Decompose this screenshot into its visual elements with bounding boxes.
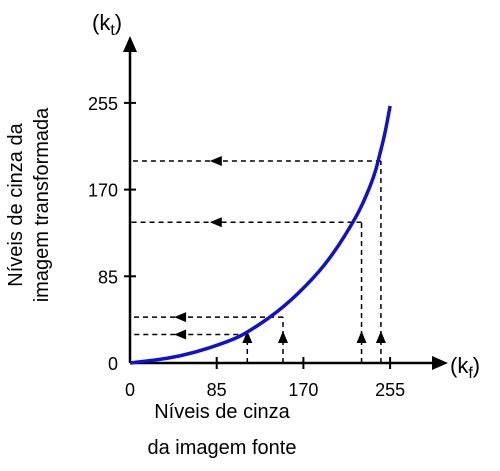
left-arrow-icon xyxy=(209,217,222,228)
y-ticks: 0 85 170 255 xyxy=(88,94,136,374)
mapping-guides xyxy=(130,156,386,363)
left-arrow-icon xyxy=(174,312,187,323)
y-axis-title-line2: imagem transformada xyxy=(31,107,53,302)
y-axis-arrow-icon xyxy=(123,36,137,52)
y-axis-title-line1: Níveis de cinza da xyxy=(5,122,27,286)
y-tick-label: 85 xyxy=(98,267,118,287)
x-axis-title-line1: Níveis de cinza xyxy=(154,401,290,423)
y-axis-symbol: (kt) xyxy=(92,10,122,39)
up-arrow-icon xyxy=(278,331,288,343)
left-arrow-icon xyxy=(209,156,222,167)
x-tick-label: 170 xyxy=(288,380,318,400)
svg-text:(kf): (kf) xyxy=(450,353,480,382)
x-axis-arrow-icon xyxy=(432,356,448,370)
y-tick-label: 170 xyxy=(88,181,118,201)
up-arrow-icon xyxy=(375,331,386,343)
up-arrow-icon xyxy=(242,331,253,343)
svg-text:(kt): (kt) xyxy=(92,10,122,39)
x-tick-label: 0 xyxy=(125,380,135,400)
y-tick-label: 255 xyxy=(88,94,118,114)
left-arrow-icon xyxy=(174,329,187,340)
x-ticks: 0 85 170 255 xyxy=(125,357,405,400)
transform-curve xyxy=(129,105,392,365)
y-tick-label: 0 xyxy=(108,354,118,374)
up-arrow-icon xyxy=(356,331,367,343)
x-tick-label: 85 xyxy=(207,380,227,400)
x-tick-label: 255 xyxy=(375,380,405,400)
x-axis-symbol: (kf) xyxy=(450,353,480,382)
x-axis-title-line2: da imagem fonte xyxy=(148,437,297,459)
